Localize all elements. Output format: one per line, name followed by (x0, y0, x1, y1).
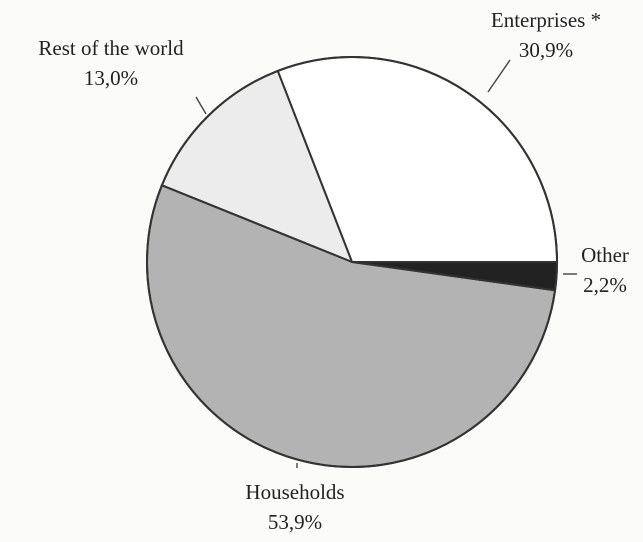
slice-value-other: 2,2% (583, 273, 627, 297)
slice-label-other: Other (581, 243, 629, 267)
slice-label-enterprises: Enterprises * (491, 8, 601, 32)
leader-line-enterprises (487, 59, 511, 93)
slice-value-rest-of-the-world: 13,0% (84, 66, 138, 90)
slice-value-enterprises: 30,9% (519, 38, 573, 62)
slice-labels: Enterprises * 30,9% Rest of the world 13,0%… (38, 8, 629, 534)
leader-lines (195, 59, 577, 468)
pie-slices (146, 56, 558, 469)
slice-label-households: Households (245, 480, 344, 504)
leader-line-rest-of-the-world (195, 96, 207, 115)
pie-outline (146, 56, 558, 468)
slice-label-rest-of-the-world: Rest of the world (38, 36, 184, 60)
slice-value-households: 53,9% (268, 510, 322, 534)
